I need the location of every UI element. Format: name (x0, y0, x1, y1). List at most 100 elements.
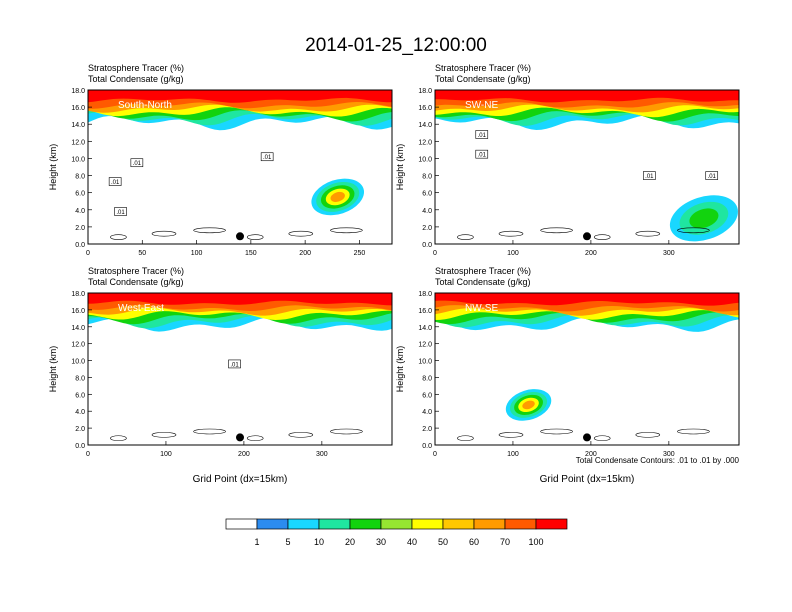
y-tick-label: 12.0 (418, 139, 432, 146)
condensate-contour (540, 227, 573, 234)
tracer-feature-0-shell-2 (689, 208, 719, 229)
panel-header-tracer: Stratosphere Tracer (%) (435, 266, 531, 276)
y-tick-label: 8.0 (422, 375, 432, 382)
colorbar-swatch (380, 518, 413, 530)
y-tick-label: 2.0 (422, 426, 432, 433)
contour-label: .01 (111, 180, 120, 186)
colorbar-swatch (256, 518, 289, 530)
colorbar-swatch (442, 518, 475, 530)
x-tick-label: 200 (585, 451, 597, 458)
y-tick-label: 6.0 (75, 392, 85, 399)
panel-label: South-North (118, 100, 172, 111)
contour-label-box (114, 207, 127, 216)
condensate-contour (457, 435, 474, 442)
condensate-contour (288, 432, 314, 438)
tracer-band-6 (88, 293, 392, 306)
condensate-contour (330, 227, 363, 234)
condensate-contour (593, 234, 611, 240)
colorbar-label: 10 (314, 537, 324, 547)
x-tick-label: 300 (663, 250, 675, 257)
y-axis-label: Height (km) (48, 144, 58, 191)
y-tick-label: 16.0 (418, 105, 432, 112)
condensate-contour (498, 230, 524, 237)
y-tick-label: 0.0 (75, 242, 85, 249)
x-tick-label: 300 (316, 451, 328, 458)
contour-label: .01 (645, 174, 654, 180)
y-tick-label: 16.0 (418, 308, 432, 315)
colorbar-swatch (287, 518, 320, 530)
y-axis-label: Height (km) (395, 346, 405, 393)
condensate-contour (540, 428, 573, 435)
colorbar-label: 30 (376, 537, 386, 547)
colorbar-label: 5 (285, 537, 290, 547)
colorbar-swatch (473, 518, 506, 530)
panel-header-tracer: Stratosphere Tracer (%) (88, 63, 184, 73)
condensate-contour (110, 435, 127, 442)
contour-label: .01 (116, 210, 125, 216)
condensate-contour (677, 428, 710, 435)
y-tick-label: 2.0 (75, 426, 85, 433)
contour-label-box (705, 171, 719, 180)
x-tick-label: 100 (507, 451, 519, 458)
colorbar-swatch (349, 518, 382, 530)
condensate-contour (288, 230, 314, 237)
location-marker (236, 433, 244, 442)
y-tick-label: 14.0 (418, 122, 432, 129)
condensate-contour (593, 435, 611, 442)
contour-label-box (108, 177, 122, 186)
condensate-contour (193, 428, 226, 435)
plot-frame (434, 292, 740, 446)
x-tick-label: 300 (663, 451, 675, 458)
x-tick-label: 0 (86, 451, 90, 458)
contour-label: .01 (133, 161, 142, 167)
contour-label: .01 (263, 155, 272, 161)
y-axis-label: Height (km) (395, 144, 405, 191)
contour-label-box (475, 149, 489, 159)
location-marker (236, 232, 244, 241)
y-tick-label: 6.0 (422, 191, 432, 198)
condensate-contour (677, 227, 710, 234)
y-tick-label: 18.0 (71, 291, 85, 298)
condensate-contour (457, 234, 474, 240)
condensate-contour (635, 230, 661, 237)
y-tick-label: 4.0 (422, 409, 432, 416)
contour-label: .01 (230, 362, 239, 368)
y-tick-label: 2.0 (75, 225, 85, 232)
condensate-contour (498, 432, 524, 438)
panel-label: NW-SE (465, 303, 498, 314)
location-marker (583, 232, 591, 241)
panel-label: SW-NE (465, 100, 498, 111)
colorbar: 1 5 10 20 30 40 50 60 70 100 (225, 518, 568, 547)
y-tick-label: 8.0 (75, 375, 85, 382)
colorbar-label: 40 (407, 537, 417, 547)
colorbar-swatch (411, 518, 444, 530)
condensate-contour (151, 230, 177, 237)
y-tick-label: 10.0 (71, 359, 85, 366)
panel-header-condensate: Total Condensate (g/kg) (88, 277, 184, 287)
panel-label: West-East (118, 303, 164, 314)
panel-header-condensate: Total Condensate (g/kg) (435, 74, 531, 84)
panel-west-east: Stratosphere Tracer (%)Total Condensate … (48, 266, 393, 485)
condensate-contour (193, 227, 226, 234)
condensate-contour (246, 435, 264, 442)
y-tick-label: 14.0 (71, 122, 85, 129)
x-tick-label: 0 (86, 250, 90, 257)
y-tick-label: 0.0 (422, 242, 432, 249)
condensate-contour (110, 234, 127, 240)
y-tick-label: 8.0 (422, 174, 432, 181)
x-tick-label: 100 (507, 250, 519, 257)
contour-label-box (130, 158, 144, 168)
tracer-band-6 (435, 90, 739, 103)
x-tick-label: 250 (354, 250, 366, 257)
y-tick-label: 4.0 (422, 208, 432, 215)
x-axis-label: Grid Point (dx=15km) (193, 474, 288, 485)
y-tick-label: 8.0 (75, 174, 85, 181)
y-tick-label: 0.0 (422, 443, 432, 450)
panels: Stratosphere Tracer (%)Total Condensate … (48, 63, 740, 485)
x-tick-label: 100 (160, 451, 172, 458)
colorbar-label: 20 (345, 537, 355, 547)
panel-header-condensate: Total Condensate (g/kg) (88, 74, 184, 84)
x-tick-label: 200 (299, 250, 311, 257)
colorbar-label: 70 (500, 537, 510, 547)
colorbar-label: 1 (254, 537, 259, 547)
